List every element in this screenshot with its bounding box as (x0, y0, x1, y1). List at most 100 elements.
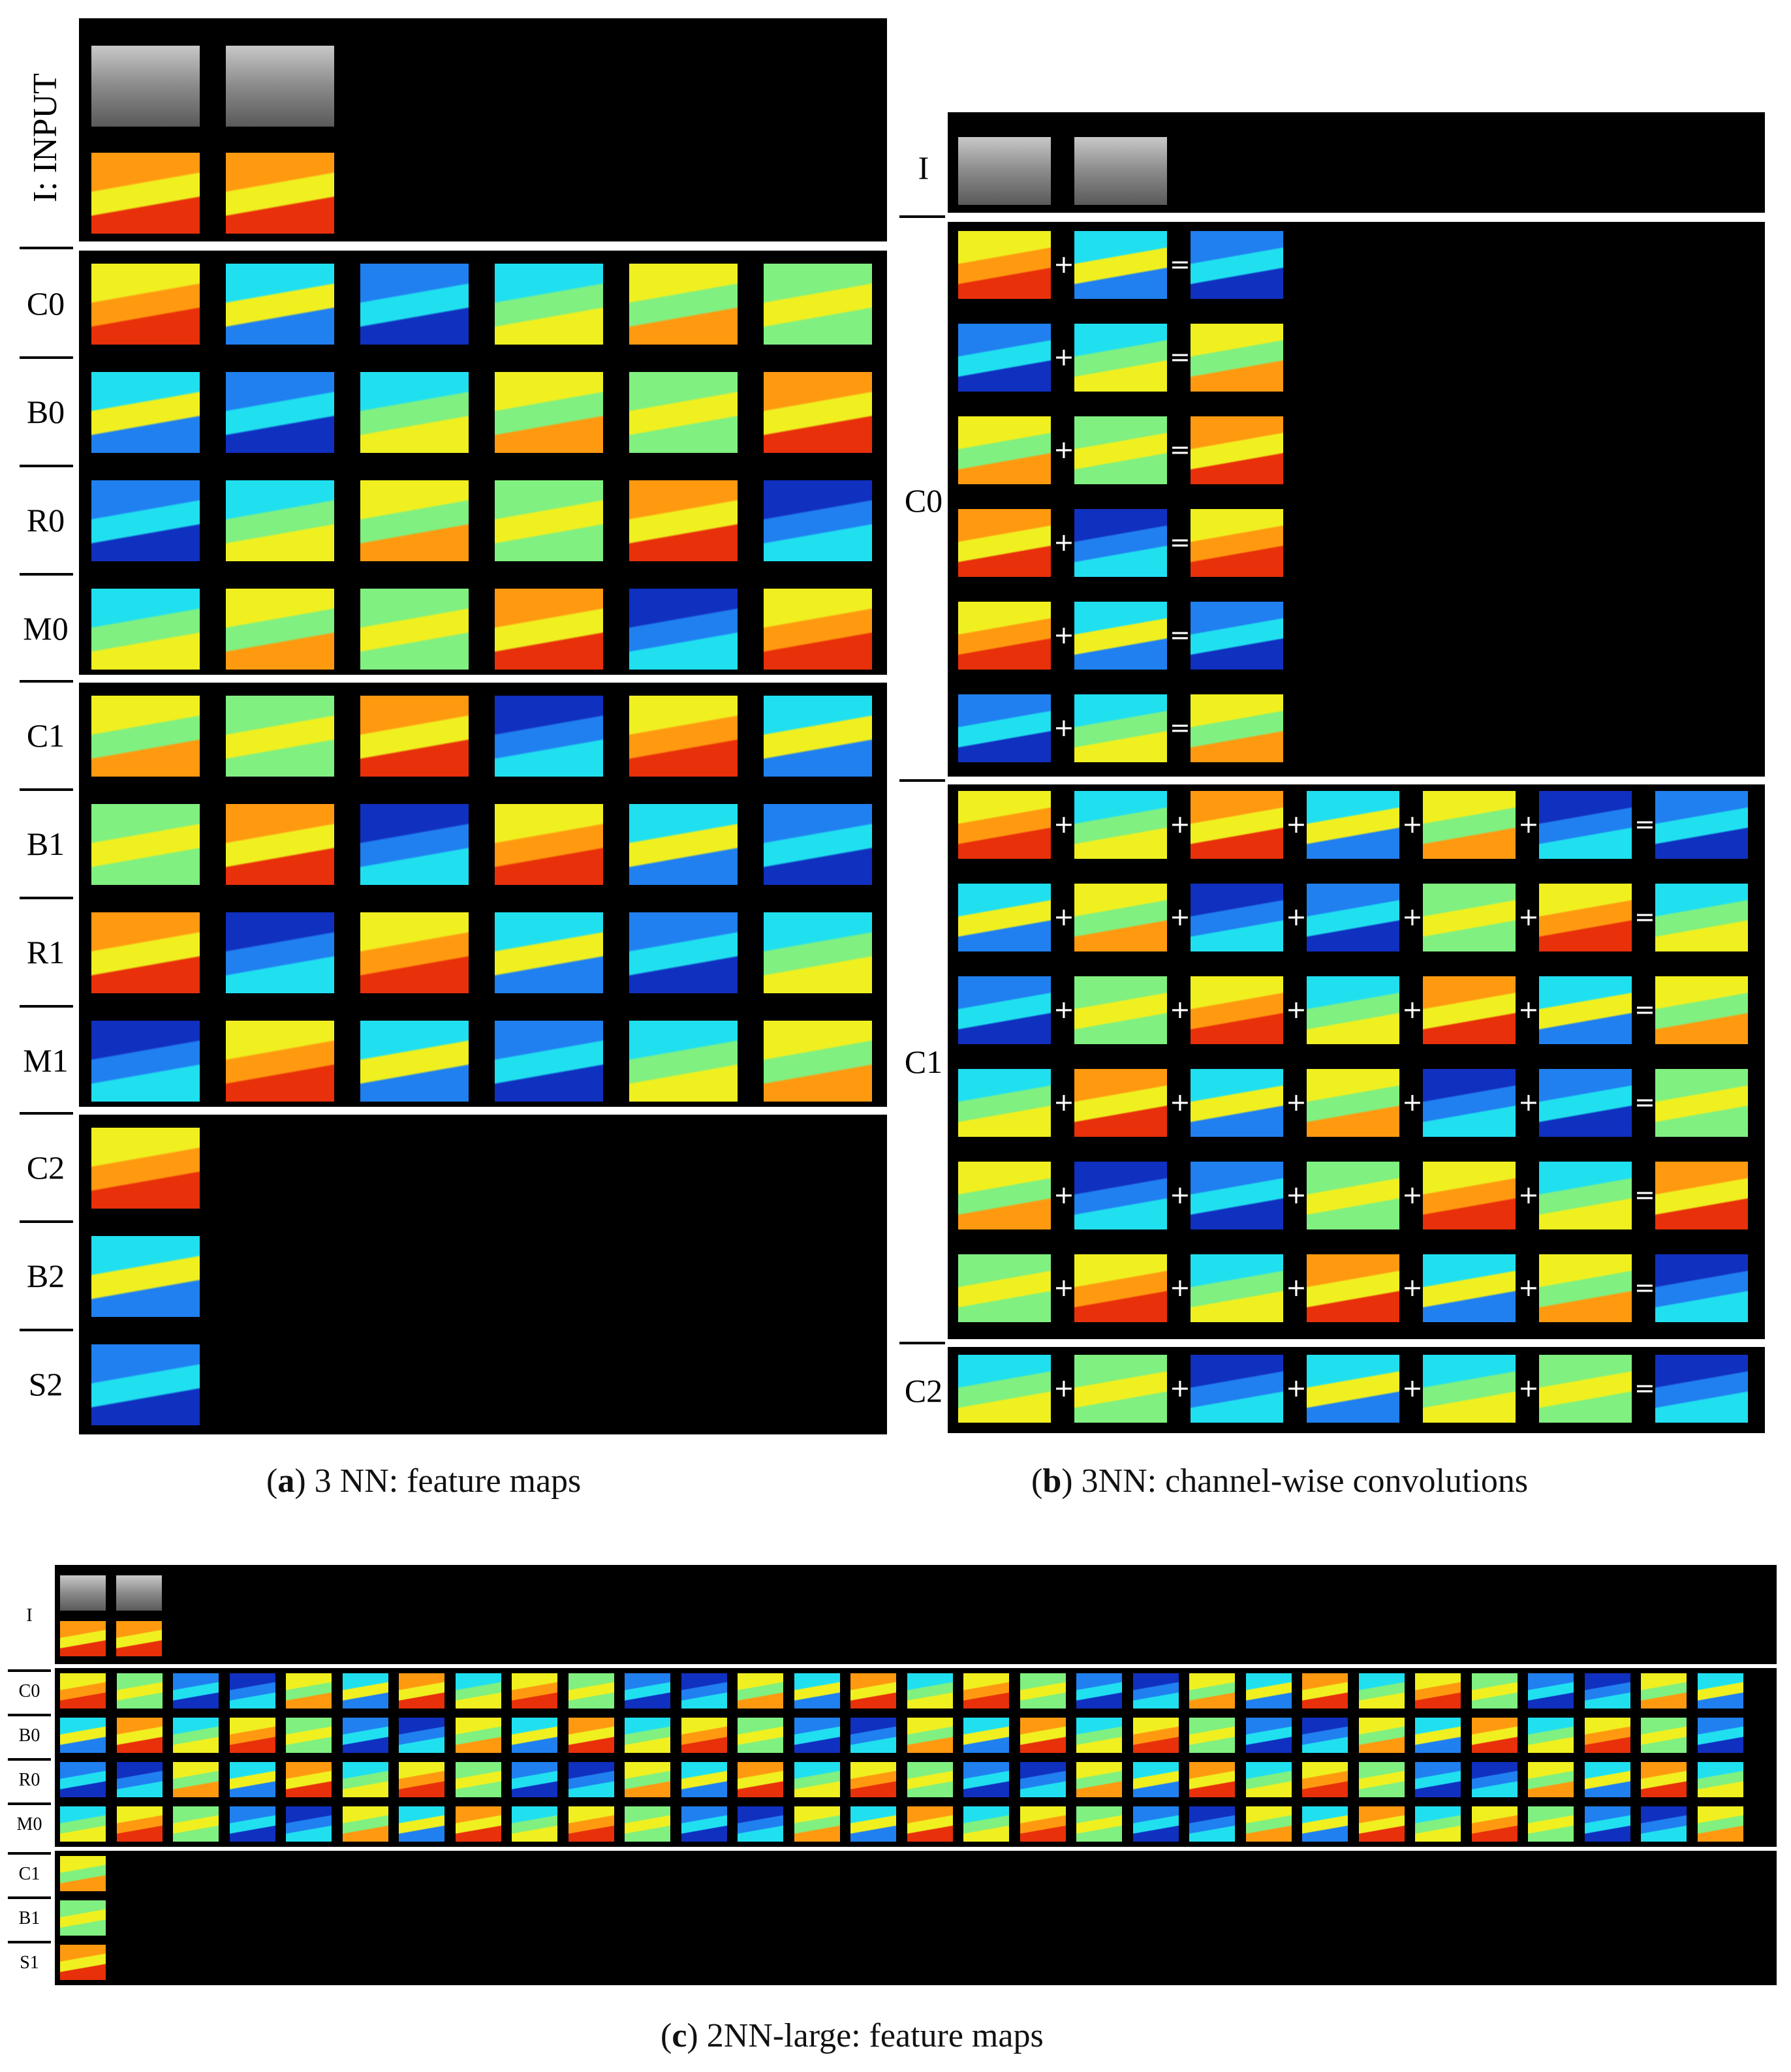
panel-c-row-label: I (26, 1605, 33, 1626)
channel-conv-thumbnail (1539, 1162, 1632, 1229)
feature-map-thumbnail (226, 912, 334, 993)
plus-operator: + (1053, 621, 1074, 649)
channel-conv-thumbnail (1074, 416, 1167, 484)
plus-operator: + (1402, 1374, 1423, 1402)
feature-map-thumbnail (91, 589, 200, 670)
feature-map-thumbnail (1302, 1718, 1348, 1753)
panel-c-row-label: B0 (18, 1725, 40, 1746)
feature-map-thumbnail (1528, 1762, 1574, 1797)
plus-operator: + (1286, 1273, 1307, 1302)
channel-conv-thumbnail (1307, 791, 1399, 859)
plus-operator: + (1286, 810, 1307, 839)
feature-map-thumbnail (229, 1718, 275, 1753)
panel-a-layer0-block (79, 251, 887, 675)
feature-map-thumbnail (399, 1673, 444, 1709)
plus-operator: + (1518, 903, 1539, 931)
channel-conv-thumbnail (958, 231, 1051, 299)
feature-map-thumbnail (1471, 1673, 1518, 1709)
plus-operator: + (1170, 903, 1191, 931)
feature-map-thumbnail (1358, 1673, 1405, 1709)
channel-conv-thumbnail (1539, 1254, 1632, 1322)
feature-map-thumbnail (286, 1806, 332, 1842)
feature-map-thumbnail (342, 1673, 388, 1709)
feature-map-thumbnail (60, 1900, 106, 1936)
channel-conv-thumbnail (1307, 976, 1399, 1044)
channel-conv-thumbnail (1423, 1069, 1516, 1137)
feature-map-thumbnail (512, 1806, 557, 1842)
plus-operator: + (1053, 1273, 1074, 1302)
panel-c-row-label: B1 (18, 1908, 40, 1928)
channel-conv-thumbnail (958, 884, 1051, 951)
plus-operator: + (1402, 1181, 1423, 1209)
feature-map-thumbnail (1076, 1673, 1122, 1709)
caption-a-letter: a (277, 1462, 295, 1500)
feature-map-thumbnail (360, 696, 469, 777)
channel-conv-thumbnail (958, 1254, 1051, 1322)
feature-map-thumbnail (1415, 1806, 1461, 1842)
panel-b-row-label-c1: C1 (904, 1044, 943, 1080)
feature-map-thumbnail (91, 804, 200, 885)
channel-conv-thumbnail (1423, 1162, 1516, 1229)
feature-map-thumbnail (1132, 1673, 1179, 1709)
feature-map-thumbnail (60, 1762, 106, 1797)
caption-b: (b) 3NN: channel-wise convolutions (1031, 1462, 1529, 1500)
panel-c-row-label: S1 (20, 1953, 39, 1973)
feature-map-thumbnail (360, 480, 469, 561)
panel-a-separator (20, 897, 73, 899)
panel-b-row-label-c0: C0 (904, 482, 943, 519)
feature-map-thumbnail (495, 912, 603, 993)
feature-map-thumbnail (963, 1762, 1009, 1797)
feature-map-thumbnail (286, 1673, 332, 1709)
plus-operator: + (1286, 995, 1307, 1024)
caption-c-letter: c (672, 2017, 687, 2054)
feature-map-thumbnail (1641, 1762, 1687, 1797)
channel-conv-thumbnail (958, 694, 1051, 762)
feature-map-thumbnail (1076, 1806, 1122, 1842)
channel-conv-thumbnail (1307, 1162, 1399, 1229)
feature-map-thumbnail (629, 804, 738, 885)
feature-map-thumbnail (1358, 1762, 1405, 1797)
channel-conv-thumbnail (1191, 694, 1283, 762)
feature-map-thumbnail (360, 372, 469, 453)
panel-c-separator (8, 1758, 51, 1761)
feature-map-thumbnail (455, 1806, 501, 1842)
equals-operator: = (1170, 343, 1191, 371)
plus-operator: + (1053, 528, 1074, 557)
feature-map-thumbnail (1189, 1762, 1235, 1797)
channel-conv-thumbnail (1423, 791, 1516, 859)
feature-map-thumbnail (764, 912, 872, 993)
feature-map-thumbnail (907, 1718, 953, 1753)
plus-operator: + (1053, 1181, 1074, 1209)
feature-map-thumbnail (1020, 1673, 1066, 1709)
feature-map-thumbnail (1471, 1762, 1518, 1797)
feature-map-thumbnail (91, 372, 200, 453)
feature-map-thumbnail (1584, 1806, 1630, 1842)
feature-map-thumbnail (229, 1806, 275, 1842)
channel-conv-thumbnail (1191, 1355, 1283, 1423)
feature-map-thumbnail (60, 1856, 106, 1891)
channel-conv-thumbnail (1307, 1254, 1399, 1322)
plus-operator: + (1053, 1374, 1074, 1402)
feature-map-thumbnail (226, 696, 334, 777)
feature-map-thumbnail (226, 372, 334, 453)
plus-operator: + (1286, 903, 1307, 931)
channel-conv-thumbnail (958, 976, 1051, 1044)
feature-map-thumbnail (850, 1718, 896, 1753)
channel-conv-thumbnail (1074, 791, 1167, 859)
feature-map-thumbnail (850, 1673, 896, 1709)
equals-operator: = (1634, 1181, 1655, 1209)
plus-operator: + (1170, 995, 1191, 1024)
feature-map-thumbnail (342, 1762, 388, 1797)
feature-map-thumbnail (173, 1762, 219, 1797)
channel-conv-thumbnail (1423, 1355, 1516, 1423)
feature-map-thumbnail (1528, 1718, 1574, 1753)
input-gray-image (60, 1575, 106, 1611)
feature-map-thumbnail (568, 1673, 614, 1709)
feature-map-thumbnail (1471, 1718, 1518, 1753)
panel-a-layer1-block (79, 683, 887, 1107)
feature-map-thumbnail (1020, 1762, 1066, 1797)
caption-b-text: 3NN: channel-wise convolutions (1072, 1462, 1529, 1500)
plus-operator: + (1402, 995, 1423, 1024)
channel-conv-thumbnail (1191, 231, 1283, 299)
panel-b-separator (899, 1342, 945, 1344)
